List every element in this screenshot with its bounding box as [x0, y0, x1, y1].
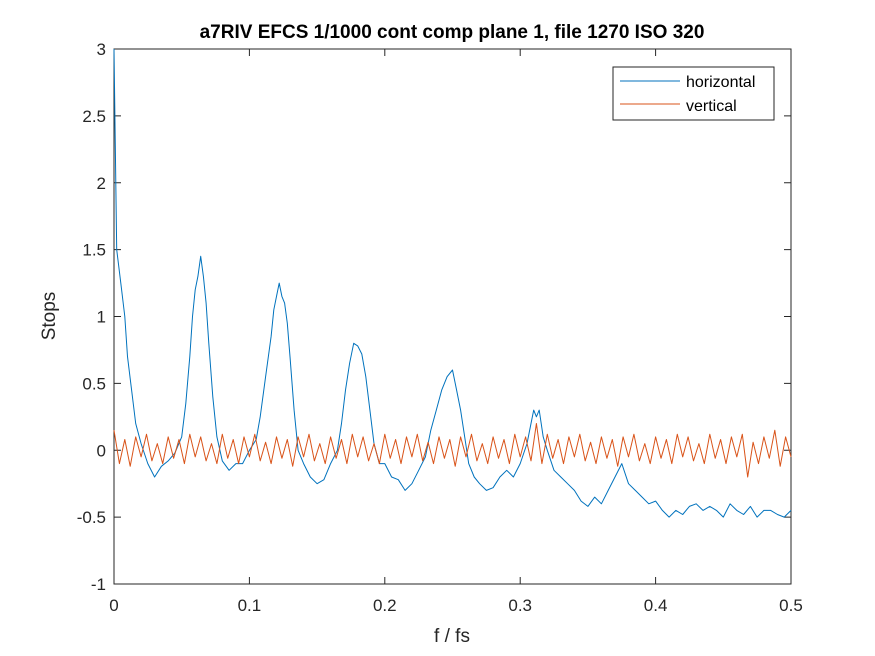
x-tick-label: 0.1	[238, 596, 262, 615]
y-tick-label: 3	[97, 40, 106, 59]
y-tick-label: 2.5	[82, 107, 106, 126]
y-tick-label: 2	[97, 174, 106, 193]
chart-title: a7RIV EFCS 1/1000 cont comp plane 1, fil…	[200, 22, 705, 43]
legend-label-vertical: vertical	[686, 98, 737, 115]
x-axis-title: f / fs	[434, 626, 470, 647]
x-tick-label: 0.4	[644, 596, 668, 615]
y-tick-label: -1	[91, 575, 106, 594]
y-tick-label: 0	[97, 441, 106, 460]
series-line-horizontal	[113, 48, 792, 518]
y-tick-label: -0.5	[77, 508, 106, 527]
legend-box	[612, 66, 775, 121]
y-tick-label: 1.5	[82, 241, 106, 260]
x-tick-label: 0.2	[373, 596, 397, 615]
x-tick-label: 0	[109, 596, 118, 615]
y-axis-title: Stops	[39, 292, 60, 341]
plot-area: 0 0.1 0.2 0.3 0.4 0.5 -1 -0.5 0 0.5 1 1.5 2 2.5 3	[77, 40, 803, 615]
legend-label-horizontal: horizontal	[686, 74, 755, 91]
x-tick-label: 0.3	[508, 596, 532, 615]
y-tick-label: 0.5	[82, 374, 106, 393]
legend: horizontal vertical	[612, 66, 775, 121]
y-tick-label: 1	[97, 308, 106, 327]
x-tick-label: 0.5	[779, 596, 803, 615]
axes-box	[113, 48, 792, 585]
series-line-vertical	[113, 423, 792, 478]
